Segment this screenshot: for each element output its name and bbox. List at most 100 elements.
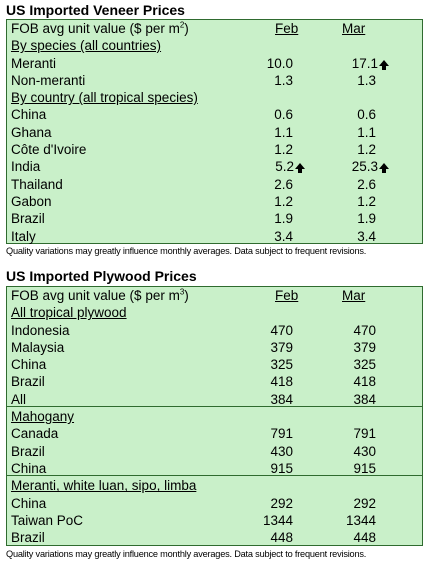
veneer-value-mar: 1.2 (357, 141, 376, 158)
veneer-value-mar-text: 1.1 (357, 124, 376, 140)
plywood-value-feb: 470 (270, 322, 293, 339)
plywood-value-feb: 791 (270, 425, 293, 442)
plywood-value-mar-text: 448 (353, 530, 376, 546)
plywood-table-row: Brazil 430 430 (7, 443, 422, 460)
plywood-row-label: China (11, 460, 47, 476)
veneer-value-mar: 2.6 (357, 176, 376, 193)
veneer-table-row: Ghana 1.1 1.1 (7, 124, 422, 141)
veneer-value-mar-text: 1.2 (357, 193, 376, 209)
plywood-value-feb-text: 325 (270, 357, 293, 373)
veneer-value-mar: 1.9 (357, 210, 376, 227)
plywood-row-label: China (11, 357, 47, 373)
veneer-header-close: ) (184, 21, 189, 36)
plywood-table-row: Indonesia 470 470 (7, 322, 422, 339)
plywood-value-mar: 915 (353, 460, 376, 477)
plywood-value-mar: 470 (353, 322, 376, 339)
plywood-value-mar-text: 379 (353, 339, 376, 355)
veneer-section-label: By species (all countries) (11, 38, 162, 54)
plywood-value-mar-text: 384 (353, 391, 376, 407)
plywood-column-mar: Mar (342, 288, 366, 303)
plywood-row-label: Malaysia (11, 339, 65, 355)
veneer-value-feb: 1.1 (274, 124, 293, 141)
plywood-table-row: Canada 791 791 (7, 425, 422, 442)
plywood-row-label: Brazil (11, 374, 45, 390)
veneer-value-feb-text: 10.0 (266, 55, 293, 71)
plywood-row-label: Indonesia (11, 322, 70, 338)
veneer-value-mar-text: 2.6 (357, 176, 376, 192)
plywood-value-feb: 325 (270, 356, 293, 373)
plywood-value-feb: 430 (270, 443, 293, 460)
plywood-value-feb-text: 418 (270, 374, 293, 390)
veneer-table-row: Côte d'Ivoire 1.2 1.2 (7, 141, 422, 158)
plywood-value-feb: 1344 (263, 512, 293, 529)
plywood-value-feb: 292 (270, 495, 293, 512)
plywood-value-mar: 448 (353, 529, 376, 546)
veneer-value-feb-text: 2.6 (274, 176, 293, 192)
veneer-value-feb-text: 1.1 (274, 124, 293, 140)
veneer-value-feb-text: 1.2 (274, 193, 293, 209)
veneer-value-feb-text: 1.2 (274, 142, 293, 158)
plywood-value-mar: 430 (353, 443, 376, 460)
plywood-value-mar-text: 292 (353, 495, 376, 511)
plywood-value-mar-text: 470 (353, 322, 376, 338)
veneer-row-label: Italy (11, 228, 36, 244)
plywood-value-mar-text: 1344 (345, 512, 376, 528)
plywood-row-label: All (11, 391, 27, 407)
plywood-value-feb: 418 (270, 373, 293, 390)
plywood-title: US Imported Plywood Prices (6, 268, 197, 284)
plywood-header-close: ) (184, 288, 189, 303)
veneer-column-feb: Feb (275, 21, 299, 36)
veneer-value-mar: 1.1 (357, 124, 376, 141)
plywood-value-mar: 1344 (346, 512, 376, 529)
veneer-row-label: Non-meranti (11, 72, 86, 88)
plywood-table: FOB avg unit value ($ per m3) Feb Mar All t… (6, 286, 423, 546)
veneer-header-unit-exponent: 2 (179, 20, 185, 30)
plywood-row-label: Brazil (11, 443, 45, 459)
plywood-header-text: FOB avg unit value ($ per m (11, 288, 180, 303)
veneer-value-feb-text: 1.9 (274, 211, 293, 227)
plywood-table-row: China 325 325 (7, 356, 422, 373)
veneer-header-label: FOB avg unit value ($ per m2) (11, 20, 189, 37)
veneer-row-label: Brazil (11, 211, 45, 227)
plywood-section-label: All tropical plywood (11, 305, 127, 321)
plywood-row-label: Brazil (11, 530, 45, 546)
up-arrow-icon (379, 163, 389, 174)
veneer-value-mar-text: 0.6 (357, 107, 376, 123)
plywood-value-feb: 384 (270, 391, 293, 408)
plywood-value-feb: 915 (270, 460, 293, 477)
veneer-section-label: By country (all tropical species) (11, 90, 198, 106)
veneer-value-feb-text: 1.3 (274, 72, 293, 88)
veneer-row-label: India (11, 159, 41, 175)
veneer-value-mar-text: 1.3 (357, 72, 376, 88)
veneer-value-mar: 25.3 (352, 158, 389, 175)
plywood-value-mar-text: 791 (353, 426, 376, 442)
plywood-header-label: FOB avg unit value ($ per m3) (11, 287, 189, 304)
veneer-table-row: Meranti 10.0 17.1 (7, 55, 422, 72)
plywood-value-feb-text: 384 (270, 391, 293, 407)
plywood-value-feb-text: 1344 (262, 512, 293, 528)
plywood-column-feb: Feb (275, 288, 299, 303)
veneer-row-label: Gabon (11, 193, 52, 209)
veneer-value-feb: 3.4 (274, 228, 293, 245)
plywood-group-divider (7, 475, 422, 477)
plywood-table-row: China 915 915 (7, 460, 422, 477)
plywood-value-mar: 791 (353, 425, 376, 442)
veneer-section-row: By species (all countries) (7, 37, 422, 54)
veneer-value-feb: 1.9 (274, 210, 293, 227)
veneer-column-mar: Mar (342, 21, 366, 36)
plywood-row-label: China (11, 495, 47, 511)
plywood-row-label: Taiwan PoC (11, 512, 84, 528)
veneer-table-row: India 5.2 25.3 (7, 158, 422, 175)
veneer-value-feb: 2.6 (274, 176, 293, 193)
plywood-value-mar: 418 (353, 373, 376, 390)
veneer-value-feb: 1.3 (274, 72, 293, 89)
veneer-row-label: Thailand (11, 176, 63, 192)
plywood-value-feb-text: 470 (270, 322, 293, 338)
veneer-row-label: Ghana (11, 124, 52, 140)
veneer-value-feb: 1.2 (274, 193, 293, 210)
veneer-value-feb: 10.0 (267, 55, 293, 72)
veneer-table-row: Non-meranti 1.3 1.3 (7, 72, 422, 89)
veneer-table-row: China 0.6 0.6 (7, 106, 422, 123)
veneer-value-feb: 5.2 (275, 158, 305, 175)
plywood-value-mar-text: 418 (353, 374, 376, 390)
